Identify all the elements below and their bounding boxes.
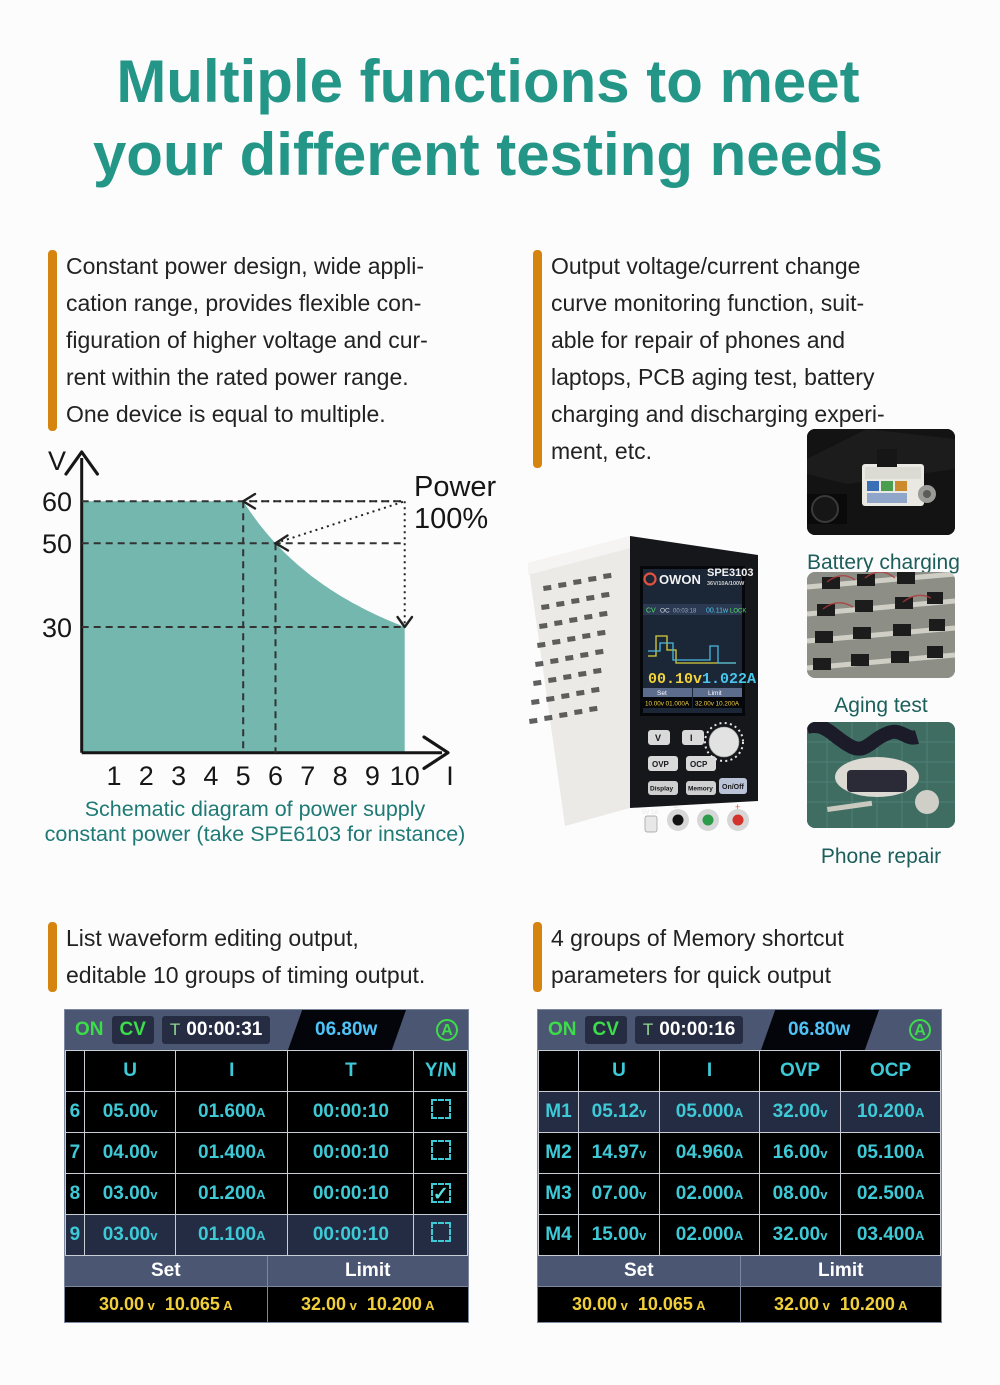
- svg-text:100%: 100%: [414, 503, 488, 535]
- svg-text:Power: Power: [414, 471, 497, 503]
- svg-text:9: 9: [365, 761, 380, 791]
- svg-text:V: V: [655, 733, 661, 743]
- svg-text:OVP: OVP: [652, 760, 670, 769]
- svg-text:OC: OC: [660, 608, 670, 615]
- svg-text:60: 60: [42, 487, 72, 517]
- svg-text:Memory: Memory: [688, 786, 713, 793]
- svg-text:10: 10: [390, 761, 420, 791]
- svg-text:3: 3: [171, 761, 186, 791]
- svg-text:8: 8: [333, 761, 348, 791]
- svg-text:CV: CV: [646, 608, 656, 615]
- svg-text:30: 30: [42, 613, 72, 643]
- svg-text:+: +: [735, 802, 740, 812]
- svg-text:36V/10A/100W: 36V/10A/100W: [707, 581, 745, 587]
- svg-text:SPE3103: SPE3103: [707, 567, 753, 579]
- svg-text:Limit: Limit: [708, 690, 722, 697]
- svg-text:4: 4: [203, 761, 218, 791]
- svg-text:Set: Set: [657, 690, 667, 697]
- svg-text:7: 7: [300, 761, 315, 791]
- svg-text:5V 1A: 5V 1A: [642, 810, 658, 816]
- svg-text:00:03:18: 00:03:18: [673, 609, 697, 615]
- svg-text:50: 50: [42, 529, 72, 559]
- svg-text:OWON: OWON: [659, 572, 701, 587]
- svg-text:1.022A: 1.022A: [702, 671, 756, 688]
- svg-text:Display: Display: [650, 786, 674, 793]
- svg-text:V: V: [48, 446, 66, 476]
- svg-text:6: 6: [268, 761, 283, 791]
- svg-text:10.00v 01.000A: 10.00v 01.000A: [645, 701, 690, 708]
- svg-text:I: I: [446, 761, 454, 791]
- svg-text:32.00v 10.200A: 32.00v 10.200A: [695, 701, 740, 708]
- svg-text:OCP: OCP: [690, 760, 708, 769]
- svg-text:00.11w: 00.11w: [706, 608, 729, 615]
- svg-text:I: I: [690, 733, 693, 743]
- svg-text:LOCK: LOCK: [730, 609, 746, 615]
- svg-text:5: 5: [236, 761, 251, 791]
- svg-text:2: 2: [139, 761, 154, 791]
- svg-text:00.10v: 00.10v: [648, 671, 702, 688]
- svg-text:−: −: [673, 802, 678, 812]
- svg-text:On/Off: On/Off: [722, 784, 744, 791]
- svg-text:1: 1: [106, 761, 121, 791]
